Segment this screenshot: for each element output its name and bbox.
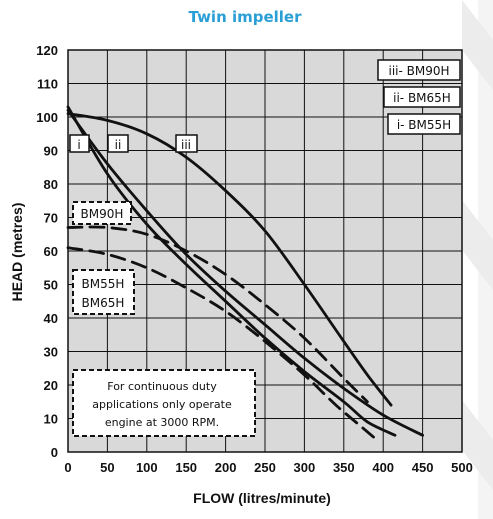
curve-labels: i ii iii [69,134,198,153]
x-tick-350: 350 [333,460,355,475]
duty-note-box [72,369,256,437]
curve-label-box-i [69,134,90,153]
x-tick-150: 150 [175,460,197,475]
x-tick-400: 400 [372,460,394,475]
duty-note-line-3: engine at 3000 RPM. [105,416,219,429]
duty-note-line-1: For continuous duty [107,380,217,393]
dashed-label-bm55h: BM55H [82,277,125,291]
y-tick-60: 60 [44,244,58,259]
x-tick-450: 450 [412,460,434,475]
legend-box-bm55h [387,113,461,135]
dashed-labels: BM90H BM55H BM65H [72,201,135,315]
y-tick-50: 50 [44,278,58,293]
series-line-i-bm55h [66,105,397,437]
decorative-chevrons [462,0,493,519]
y-axis-label: HEAD (metres) [9,203,25,302]
series-line-dashed-bm55h-bm65h [66,246,381,444]
dashed-label-bm65h: BM65H [82,296,125,310]
series-line-ii-bm65h [66,108,424,437]
x-tick-200: 200 [215,460,237,475]
y-tick-120: 120 [36,43,58,58]
x-tick-500: 500 [451,460,473,475]
legend-entry-bm65h: ii- BM65H [393,91,451,105]
legend-entry-bm55h: i- BM55H [397,118,451,132]
plot-border [67,49,463,453]
legend-entry-bm90h: iii- BM90H [388,64,449,78]
x-tick-250: 250 [254,460,276,475]
series-line-dashed-bm90h [66,225,369,404]
x-tick-50: 50 [100,460,114,475]
legend-box-bm65h [383,86,461,108]
curve-label-iii: iii [181,138,191,152]
y-tick-labels: 0 10 20 30 40 50 60 70 80 90 100 110 120 [36,43,58,460]
legend: iii- BM90H ii- BM65H i- BM55H [377,59,461,135]
x-tick-300: 300 [294,460,316,475]
y-tick-110: 110 [37,77,58,92]
x-tick-labels: 0 50 100 150 200 250 300 350 400 450 500 [64,460,472,475]
x-tick-100: 100 [136,460,158,475]
curve-label-box-ii [107,134,129,153]
curve-label-box-iii [175,134,198,153]
y-tick-90: 90 [44,144,58,159]
dashed-label-box-bm90h [72,201,132,225]
y-tick-20: 20 [44,378,58,393]
x-axis-label: FLOW (litres/minute) [193,490,331,506]
curve-label-ii: ii [115,138,122,152]
y-tick-10: 10 [44,412,58,427]
y-tick-30: 30 [44,345,58,360]
y-tick-40: 40 [44,311,58,326]
chart-title: Twin impeller [188,8,302,26]
duty-note-line-2: applications only operate [92,398,232,411]
legend-box-bm90h [377,59,461,81]
series-line-iii-bm90h [66,112,393,407]
y-tick-0: 0 [51,445,58,460]
duty-note: For continuous duty applications only op… [72,369,256,437]
curve-label-i: i [77,138,80,152]
series-layer [66,105,424,444]
y-tick-80: 80 [44,177,58,192]
x-tick-0: 0 [64,460,71,475]
dashed-label-bm90h: BM90H [81,207,124,221]
y-tick-70: 70 [44,211,58,226]
dashed-label-box-bm55h-bm65h [72,269,135,315]
y-tick-100: 100 [36,110,58,125]
